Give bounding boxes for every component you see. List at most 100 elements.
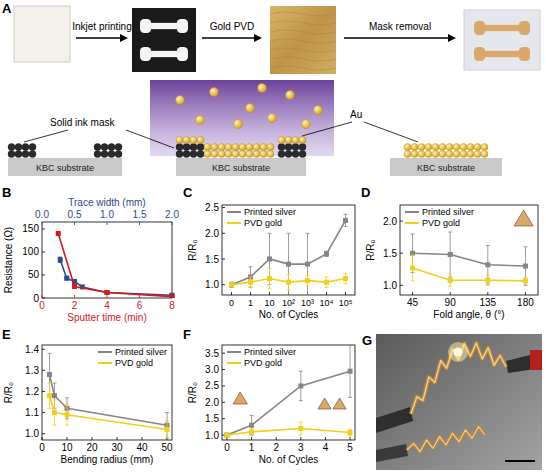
series-line bbox=[50, 375, 168, 426]
particle bbox=[467, 144, 474, 151]
falling-particle bbox=[176, 96, 185, 105]
series-line bbox=[227, 371, 350, 435]
particle bbox=[183, 151, 190, 158]
error-bar bbox=[249, 277, 253, 287]
particle bbox=[101, 144, 108, 151]
x-tick bbox=[525, 292, 526, 295]
y-tick bbox=[400, 253, 403, 254]
particle bbox=[204, 151, 211, 158]
annotation: Au bbox=[350, 109, 362, 120]
substrate bbox=[390, 158, 502, 176]
arrow-shaft bbox=[344, 37, 450, 39]
marker bbox=[267, 276, 272, 281]
marker bbox=[249, 423, 254, 428]
legend-label: PVD gold bbox=[422, 218, 460, 228]
particle bbox=[225, 144, 232, 151]
y-tick bbox=[222, 284, 225, 285]
marker bbox=[286, 262, 291, 267]
particle bbox=[218, 144, 225, 151]
pvd-plasma bbox=[150, 80, 334, 156]
legend: Printed silverPVD gold bbox=[98, 347, 167, 368]
x-tick bbox=[107, 295, 108, 298]
legend-label: Printed silver bbox=[422, 207, 474, 217]
particle bbox=[474, 151, 481, 158]
particle bbox=[211, 144, 218, 151]
y-tick-label: 1.0 bbox=[205, 279, 219, 290]
marker bbox=[249, 429, 254, 434]
x-tick bbox=[42, 437, 43, 440]
series-line bbox=[413, 268, 526, 281]
particle bbox=[285, 144, 292, 151]
particle bbox=[176, 151, 183, 158]
marker bbox=[229, 282, 234, 287]
texture bbox=[270, 21, 336, 25]
error-bar bbox=[306, 275, 310, 285]
error-bar bbox=[287, 233, 291, 295]
dogbone-end bbox=[474, 47, 485, 61]
x-tick-label: 3 bbox=[298, 442, 304, 453]
error-bar bbox=[348, 345, 352, 397]
x-tick-label: 10 bbox=[264, 298, 274, 308]
error-bar bbox=[299, 371, 303, 400]
y-tick bbox=[42, 433, 45, 434]
particle bbox=[446, 151, 453, 158]
texture bbox=[270, 39, 336, 43]
x2-axis-title: Trace width (mm) bbox=[68, 197, 145, 208]
x-tick bbox=[345, 292, 346, 295]
marker bbox=[170, 294, 175, 298]
legend: Printed silverPVD gold bbox=[227, 347, 296, 368]
y-tick-label: 1.1 bbox=[25, 407, 39, 418]
y-tick bbox=[42, 412, 45, 413]
dogbone-end bbox=[519, 47, 530, 61]
substrate-label: KBC substrate bbox=[36, 163, 94, 173]
error-bar bbox=[230, 283, 234, 286]
step-label: Gold PVD bbox=[210, 21, 254, 32]
particle bbox=[176, 137, 183, 144]
particle bbox=[446, 144, 453, 151]
marker bbox=[56, 231, 61, 236]
chart: F1.01.52.02.53.03.5012345No. of CyclesR/… bbox=[183, 327, 355, 465]
texture bbox=[270, 30, 336, 34]
dogbone-bar bbox=[481, 51, 523, 57]
x2-tick bbox=[172, 222, 173, 225]
dogbone-end bbox=[177, 47, 188, 61]
y-tick-label: 1.0 bbox=[25, 428, 39, 439]
x-tick bbox=[139, 295, 140, 298]
plot-frame bbox=[222, 205, 355, 295]
led bbox=[454, 348, 463, 357]
particle bbox=[183, 144, 190, 151]
legend-label: Printed silver bbox=[115, 347, 167, 357]
legend-swatch bbox=[227, 351, 241, 353]
marker bbox=[65, 412, 70, 417]
marker bbox=[410, 266, 415, 271]
y-tick-label: 3.0 bbox=[205, 364, 219, 375]
chart: E1.01.11.21.31.401020304050Bending radiu… bbox=[2, 327, 173, 465]
y-tick bbox=[42, 228, 45, 229]
y-tick-label: 1.4 bbox=[25, 344, 39, 355]
substrate bbox=[8, 158, 122, 176]
marker bbox=[72, 284, 77, 289]
particle bbox=[467, 151, 474, 158]
error-bar bbox=[53, 400, 57, 425]
figure: AInkjet printingGold PVDMask removalKBC … bbox=[0, 0, 546, 475]
error-bar bbox=[250, 429, 254, 434]
falling-particle bbox=[314, 106, 323, 115]
particle bbox=[253, 144, 260, 151]
falling-particle bbox=[246, 104, 255, 113]
marker bbox=[348, 369, 353, 374]
x-axis-title: Fold angle, θ (°) bbox=[433, 309, 504, 320]
error-bar bbox=[344, 273, 348, 283]
marker bbox=[224, 433, 229, 438]
marker bbox=[286, 280, 291, 285]
marker bbox=[224, 433, 229, 438]
particle bbox=[253, 151, 260, 158]
marker bbox=[305, 278, 310, 283]
particle bbox=[197, 137, 204, 144]
y-tick-label: 1.2 bbox=[25, 386, 39, 397]
x-tick-label: 135 bbox=[479, 297, 496, 308]
data-area bbox=[56, 231, 175, 298]
x-tick bbox=[326, 292, 327, 295]
fold-icon bbox=[318, 398, 331, 409]
particle bbox=[22, 144, 29, 151]
legend-label: PVD gold bbox=[244, 358, 282, 368]
